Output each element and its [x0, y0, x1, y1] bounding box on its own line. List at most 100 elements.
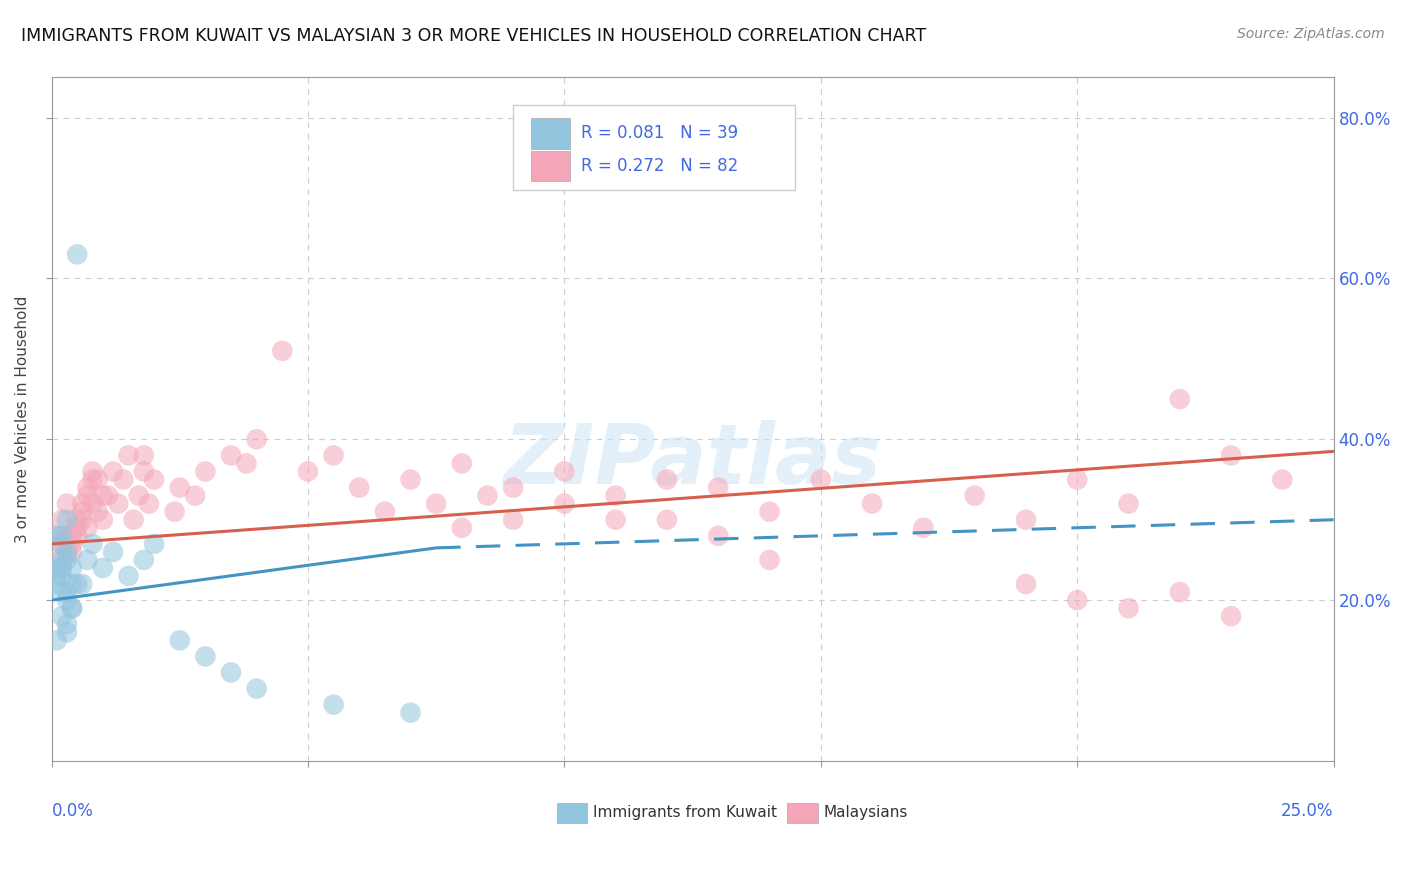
Point — [45, 577, 67, 591]
Text: Malaysians: Malaysians — [824, 805, 908, 820]
Point — [51, 585, 73, 599]
Point — [51, 529, 73, 543]
Point — [143, 537, 166, 551]
Point — [138, 497, 160, 511]
Point — [82, 473, 104, 487]
Point — [76, 553, 98, 567]
Point — [51, 537, 73, 551]
FancyBboxPatch shape — [531, 119, 569, 149]
Point — [91, 561, 114, 575]
Point — [51, 561, 73, 575]
Point — [1118, 497, 1140, 511]
Point — [45, 633, 67, 648]
Point — [194, 465, 217, 479]
Point — [655, 513, 678, 527]
Point — [51, 553, 73, 567]
Point — [425, 497, 447, 511]
Point — [184, 489, 207, 503]
Point — [860, 497, 883, 511]
Point — [297, 465, 319, 479]
Point — [502, 481, 524, 495]
Point — [132, 465, 155, 479]
Point — [1015, 577, 1038, 591]
Point — [56, 497, 79, 511]
Point — [132, 553, 155, 567]
Point — [219, 665, 242, 680]
Point — [56, 553, 79, 567]
Point — [1118, 601, 1140, 615]
Point — [374, 505, 396, 519]
Point — [1066, 473, 1088, 487]
Point — [112, 473, 135, 487]
Point — [56, 625, 79, 640]
Point — [477, 489, 499, 503]
Point — [235, 457, 257, 471]
Point — [91, 489, 114, 503]
Point — [56, 617, 79, 632]
Point — [76, 521, 98, 535]
FancyBboxPatch shape — [557, 803, 588, 823]
Point — [51, 569, 73, 583]
Point — [66, 513, 89, 527]
Point — [349, 481, 371, 495]
Point — [45, 529, 67, 543]
Point — [502, 513, 524, 527]
Point — [1220, 449, 1243, 463]
Point — [60, 529, 83, 543]
Point — [56, 593, 79, 607]
Text: Source: ZipAtlas.com: Source: ZipAtlas.com — [1237, 27, 1385, 41]
Point — [963, 489, 986, 503]
Point — [101, 545, 124, 559]
Point — [1168, 392, 1191, 406]
Point — [271, 343, 294, 358]
Point — [122, 513, 145, 527]
Text: ZIPatlas: ZIPatlas — [503, 420, 882, 500]
Point — [51, 513, 73, 527]
Point — [450, 521, 472, 535]
Point — [66, 577, 89, 591]
Point — [60, 601, 83, 615]
Point — [76, 489, 98, 503]
Point — [86, 473, 108, 487]
Point — [450, 457, 472, 471]
Point — [56, 513, 79, 527]
Point — [56, 585, 79, 599]
Point — [655, 473, 678, 487]
Point — [605, 489, 627, 503]
Point — [1168, 585, 1191, 599]
Text: 0.0%: 0.0% — [52, 802, 93, 820]
Point — [45, 561, 67, 575]
Point — [553, 497, 575, 511]
Point — [45, 553, 67, 567]
Point — [117, 569, 139, 583]
Text: Immigrants from Kuwait: Immigrants from Kuwait — [592, 805, 776, 820]
Point — [1015, 513, 1038, 527]
Point — [107, 497, 129, 511]
Point — [758, 505, 780, 519]
Point — [66, 529, 89, 543]
Point — [322, 449, 344, 463]
Point — [707, 529, 730, 543]
Point — [72, 577, 94, 591]
Point — [399, 473, 422, 487]
Point — [60, 545, 83, 559]
Point — [810, 473, 832, 487]
Text: R = 0.272   N = 82: R = 0.272 N = 82 — [581, 157, 738, 175]
Point — [72, 513, 94, 527]
Point — [82, 465, 104, 479]
Point — [246, 681, 269, 696]
Point — [72, 497, 94, 511]
Point — [91, 513, 114, 527]
Point — [143, 473, 166, 487]
Point — [1271, 473, 1294, 487]
Point — [758, 553, 780, 567]
Point — [194, 649, 217, 664]
Point — [246, 433, 269, 447]
Point — [128, 489, 150, 503]
Point — [60, 537, 83, 551]
Point — [605, 513, 627, 527]
Y-axis label: 3 or more Vehicles in Household: 3 or more Vehicles in Household — [15, 295, 30, 543]
Point — [56, 545, 79, 559]
Point — [45, 569, 67, 583]
Point — [76, 481, 98, 495]
